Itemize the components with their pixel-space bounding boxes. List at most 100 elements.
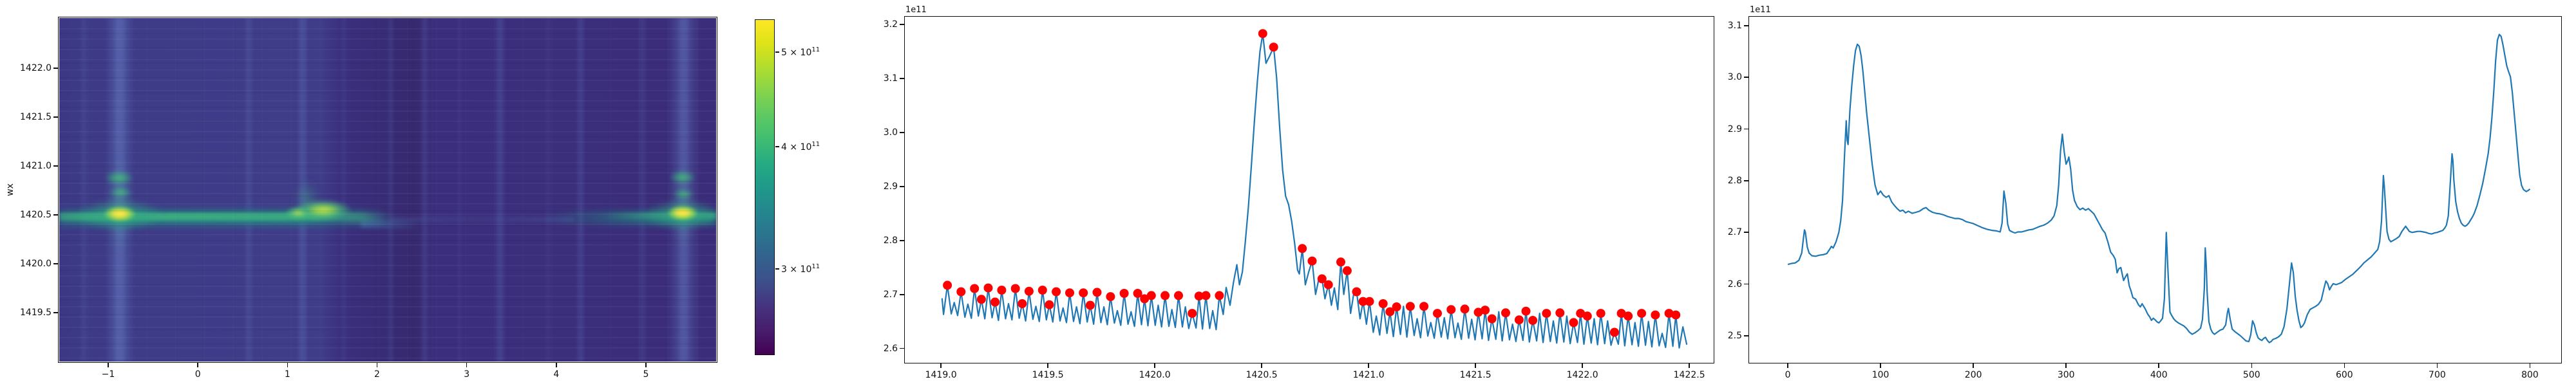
peak-marker bbox=[1392, 302, 1401, 311]
y-tick-mark bbox=[1744, 180, 1748, 181]
peak-marker bbox=[1365, 297, 1374, 306]
peak-marker bbox=[1385, 307, 1395, 317]
heatmap-rfi-stripe bbox=[457, 18, 462, 362]
y-tick-mark bbox=[900, 132, 904, 133]
x-tick-label: 1419.5 bbox=[1032, 370, 1064, 380]
x-tick-label: 300 bbox=[2057, 370, 2075, 380]
peak-marker bbox=[956, 287, 966, 297]
x-tick-mark bbox=[1973, 363, 1974, 368]
heatmap-rfi-stripe bbox=[575, 18, 586, 362]
peak-marker bbox=[1336, 257, 1345, 267]
x-tick-mark bbox=[1047, 363, 1048, 368]
peak-marker bbox=[1542, 309, 1551, 318]
x-tick-label: 0 bbox=[1785, 370, 1791, 380]
y-tick-label: 2.8 bbox=[883, 235, 898, 246]
y-tick-label: 3.1 bbox=[883, 73, 898, 84]
y-tick-mark bbox=[53, 68, 58, 69]
y-tick-label: 2.7 bbox=[1727, 227, 1742, 238]
peak-marker bbox=[1106, 292, 1115, 302]
peak-marker bbox=[1473, 308, 1483, 317]
y-tick-mark bbox=[900, 293, 904, 295]
y-tick-mark bbox=[900, 78, 904, 79]
peak-marker bbox=[1188, 309, 1197, 318]
colorbar-tick-mark bbox=[775, 146, 779, 147]
peak-marker bbox=[1664, 309, 1674, 318]
heatmap-bright-blob bbox=[109, 187, 132, 198]
heatmap-rfi-stripe bbox=[386, 18, 394, 362]
x-tick-label: 800 bbox=[2521, 370, 2539, 380]
colorbar-tick-label: 3 × 1011 bbox=[781, 263, 820, 275]
x-tick-mark bbox=[940, 363, 942, 368]
x-tick-label: 1420.5 bbox=[1245, 370, 1278, 380]
y-tick-label: 1420.5 bbox=[20, 209, 52, 220]
colorbar bbox=[755, 19, 775, 355]
y-tick-label: 2.6 bbox=[883, 343, 898, 354]
peak-marker bbox=[1092, 288, 1102, 297]
peak-marker bbox=[1079, 288, 1088, 298]
peak-marker bbox=[1487, 314, 1497, 324]
spectrum-line-svg bbox=[941, 29, 1688, 349]
x-tick-label: 100 bbox=[1871, 370, 1889, 380]
peak-marker bbox=[1521, 306, 1531, 316]
heatmap-rfi-stripe bbox=[243, 18, 254, 362]
peak-markers bbox=[943, 29, 1681, 337]
x-tick-label: 1 bbox=[284, 369, 290, 380]
spectrum-offset-label: 1e11 bbox=[905, 5, 927, 15]
y-tick-label: 1421.0 bbox=[20, 160, 52, 171]
x-tick-label: −1 bbox=[101, 369, 115, 380]
heatmap-rfi-stripe bbox=[296, 18, 309, 362]
y-tick-label: 2.7 bbox=[883, 289, 898, 300]
peak-marker bbox=[1201, 291, 1211, 300]
y-tick-label: 3.0 bbox=[1727, 72, 1742, 83]
y-tick-label: 2.5 bbox=[1727, 331, 1742, 342]
peak-marker bbox=[1323, 280, 1333, 290]
peak-marker bbox=[1037, 286, 1047, 295]
y-tick-mark bbox=[53, 312, 58, 313]
y-tick-mark bbox=[1744, 25, 1748, 26]
heatmap-bright-blob bbox=[667, 205, 698, 221]
peak-marker bbox=[1446, 305, 1456, 315]
x-tick-mark bbox=[1368, 363, 1369, 368]
y-tick-label: 2.9 bbox=[1727, 124, 1742, 134]
y-tick-label: 2.8 bbox=[1727, 175, 1742, 186]
x-tick-label: 1421.0 bbox=[1352, 370, 1385, 380]
timeseries-plot bbox=[1750, 17, 2561, 362]
peak-marker bbox=[1481, 306, 1490, 315]
y-tick-mark bbox=[1744, 283, 1748, 285]
spectrum-line bbox=[941, 33, 1688, 349]
x-tick-mark bbox=[2436, 363, 2438, 368]
peak-marker bbox=[1624, 311, 1633, 321]
peak-marker bbox=[1065, 288, 1074, 298]
heatmap-bright-blob bbox=[104, 205, 137, 223]
y-tick-label: 3.2 bbox=[883, 19, 898, 30]
peak-marker bbox=[1514, 315, 1524, 325]
x-tick-mark bbox=[1582, 363, 1583, 368]
timeseries-offset-label: 1e11 bbox=[1750, 5, 1771, 15]
x-tick-label: 1419.0 bbox=[925, 370, 957, 380]
x-tick-label: 0 bbox=[194, 369, 201, 380]
x-tick-label: 2 bbox=[374, 369, 380, 380]
x-tick-mark bbox=[2065, 363, 2067, 368]
heatmap-rfi-stripe bbox=[421, 18, 429, 362]
peak-marker bbox=[1460, 304, 1470, 314]
spectrum-plot bbox=[905, 17, 1713, 362]
y-tick-label: 1422.0 bbox=[20, 62, 52, 73]
x-tick-label: 1422.5 bbox=[1673, 370, 1705, 380]
x-tick-label: 1421.5 bbox=[1459, 370, 1492, 380]
y-tick-label: 3.1 bbox=[1727, 20, 1742, 31]
peak-marker bbox=[1569, 318, 1578, 327]
y-tick-mark bbox=[53, 116, 58, 118]
heatmap-bright-blob bbox=[669, 170, 696, 185]
y-tick-mark bbox=[1744, 335, 1748, 336]
x-tick-mark bbox=[287, 363, 289, 367]
x-tick-mark bbox=[1475, 363, 1476, 368]
heatmap-rfi-stripe bbox=[638, 18, 647, 362]
peak-marker bbox=[1298, 244, 1307, 253]
peak-marker bbox=[1194, 291, 1204, 301]
heatmap-emission-band bbox=[59, 213, 375, 221]
heatmap-rfi-stripe bbox=[79, 18, 89, 362]
timeseries-line bbox=[1787, 33, 2531, 344]
x-tick-mark bbox=[1261, 363, 1262, 368]
peak-marker bbox=[1555, 308, 1565, 318]
